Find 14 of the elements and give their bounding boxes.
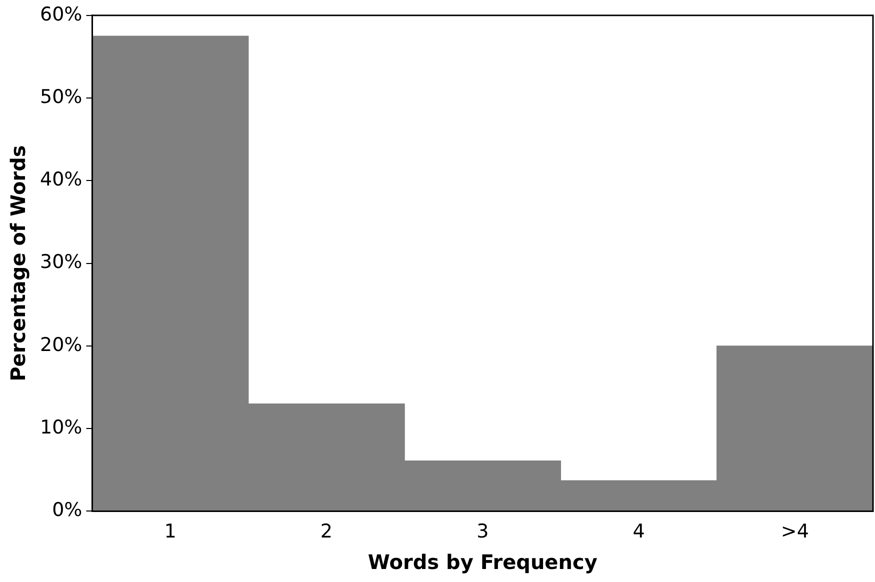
y-tick-label: 60%	[40, 3, 82, 26]
x-tick-label: 2	[320, 520, 333, 543]
x-tick-label: 3	[476, 520, 489, 543]
x-tick-label: >4	[780, 520, 809, 543]
x-tick-label: 1	[164, 520, 176, 543]
y-tick-label: 0%	[52, 499, 82, 522]
x-axis-title: Words by Frequency	[368, 550, 598, 574]
y-tick-label: 20%	[40, 334, 82, 356]
y-tick-label: 30%	[40, 251, 82, 274]
y-tick-label: 50%	[40, 86, 82, 108]
y-axis-title: Percentage of Words	[6, 145, 30, 382]
x-tick-label: 4	[632, 520, 645, 543]
y-tick-label: 10%	[40, 416, 82, 439]
y-tick-label: 40%	[40, 168, 82, 191]
